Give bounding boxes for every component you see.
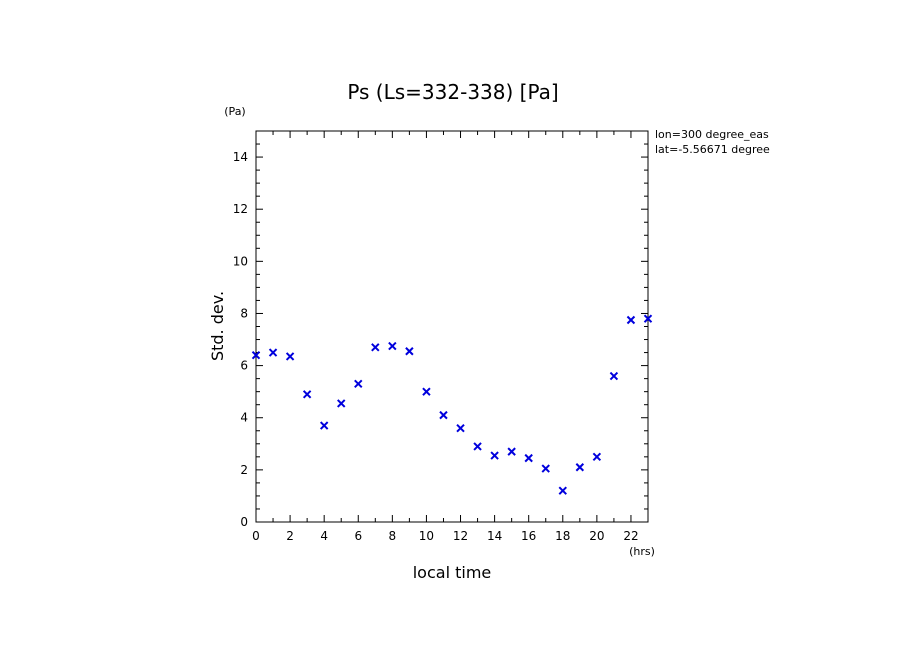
data-point bbox=[319, 421, 329, 430]
x-axis-label: local time bbox=[413, 563, 492, 582]
data-point bbox=[388, 341, 397, 351]
y-tick-label: 0 bbox=[240, 515, 248, 529]
x-tick-label: 20 bbox=[589, 529, 604, 543]
x-tick-label: 14 bbox=[487, 529, 502, 543]
y-tick-label: 6 bbox=[240, 359, 248, 373]
plot-frame bbox=[255, 130, 649, 523]
data-point bbox=[354, 379, 363, 389]
data-point bbox=[456, 423, 465, 433]
data-point bbox=[251, 350, 261, 360]
axes-ticks: 0 2 4 6 8 10 12 14 16 18 20 22 0 2 4 6 8 10 12 14 bbox=[233, 130, 649, 543]
data-point bbox=[405, 347, 414, 356]
data-point bbox=[524, 453, 533, 463]
data-point bbox=[507, 447, 516, 456]
y-tick-label: 2 bbox=[240, 463, 248, 477]
x-tick-label: 18 bbox=[555, 529, 570, 543]
data-point bbox=[592, 452, 602, 462]
data-points bbox=[251, 314, 653, 495]
annotation-lon: lon=300 degree_eas bbox=[655, 128, 769, 141]
y-tick-label: 10 bbox=[233, 254, 248, 268]
y-axis-label: Std. dev. bbox=[208, 291, 227, 361]
y-tick-label: 8 bbox=[240, 306, 248, 320]
x-tick-label: 6 bbox=[354, 529, 362, 543]
x-tick-label: 16 bbox=[521, 529, 536, 543]
data-point bbox=[285, 352, 295, 361]
x-tick-label: 10 bbox=[419, 529, 434, 543]
data-point bbox=[558, 486, 567, 495]
x-tick-label: 8 bbox=[389, 529, 397, 543]
data-point bbox=[371, 343, 380, 352]
y-unit-label: (Pa) bbox=[224, 105, 245, 118]
data-point bbox=[626, 315, 636, 325]
data-point bbox=[643, 314, 653, 323]
data-point bbox=[302, 390, 312, 399]
x-tick-label: 12 bbox=[453, 529, 468, 543]
data-point bbox=[490, 451, 499, 460]
x-tick-label: 0 bbox=[252, 529, 260, 543]
data-point bbox=[439, 410, 448, 420]
x-tick-label: 2 bbox=[286, 529, 294, 543]
chart-title: Ps (Ls=332-338) [Pa] bbox=[347, 80, 558, 104]
x-tick-label: 4 bbox=[320, 529, 328, 543]
x-unit-label: (hrs) bbox=[629, 545, 655, 558]
annotation-lat: lat=-5.56671 degree bbox=[655, 143, 770, 156]
y-tick-label: 12 bbox=[233, 202, 248, 216]
data-point bbox=[473, 442, 482, 451]
y-tick-label: 4 bbox=[240, 411, 248, 425]
data-point bbox=[268, 348, 278, 357]
data-point bbox=[575, 463, 585, 472]
data-point bbox=[609, 371, 619, 381]
y-tick-label: 14 bbox=[233, 150, 248, 164]
data-point bbox=[422, 387, 431, 396]
data-point bbox=[337, 399, 346, 408]
x-tick-label: 22 bbox=[623, 529, 638, 543]
data-point bbox=[541, 464, 550, 473]
